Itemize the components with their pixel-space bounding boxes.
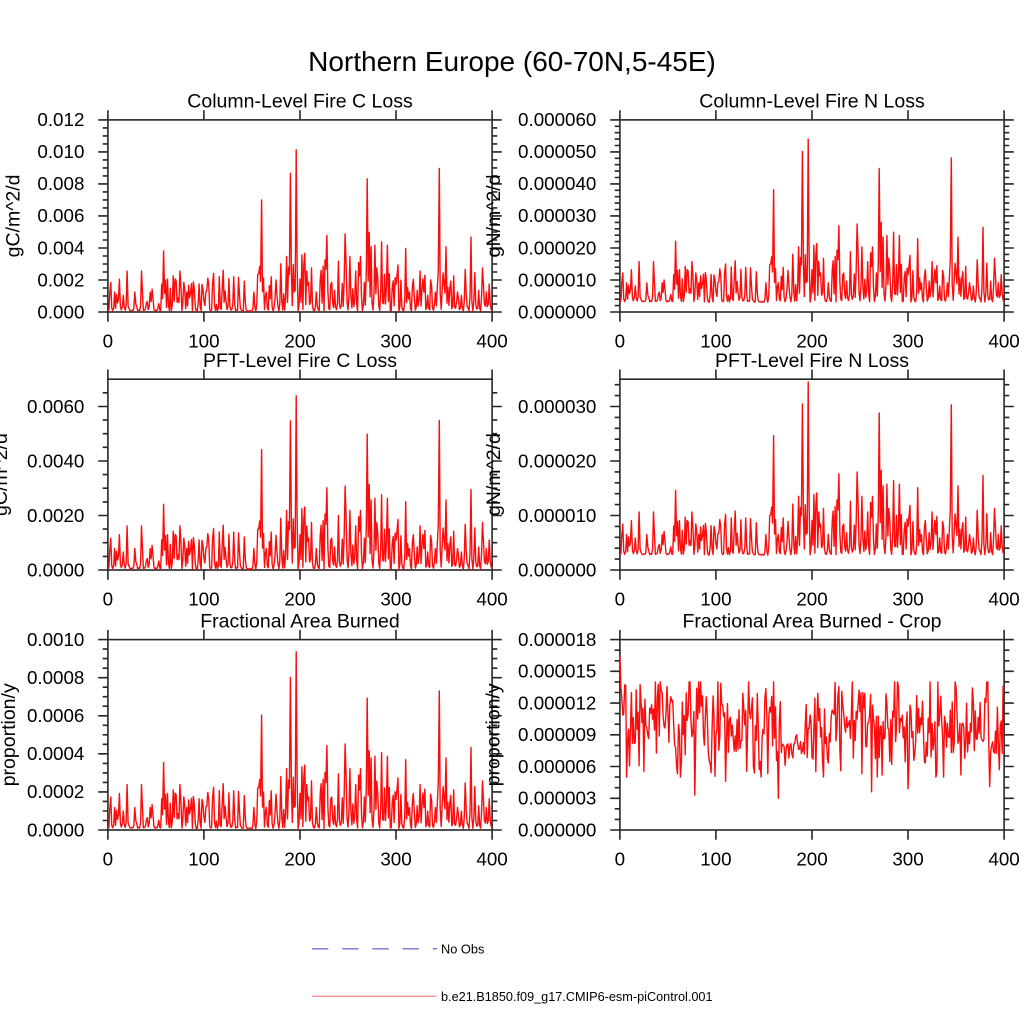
svg-text:0: 0 bbox=[615, 588, 625, 609]
svg-text:200: 200 bbox=[796, 330, 827, 351]
svg-text:100: 100 bbox=[700, 588, 731, 609]
svg-text:100: 100 bbox=[188, 848, 219, 869]
svg-text:100: 100 bbox=[188, 588, 219, 609]
svg-text:0.000006: 0.000006 bbox=[518, 756, 596, 777]
svg-text:0: 0 bbox=[103, 330, 113, 351]
svg-text:300: 300 bbox=[892, 848, 923, 869]
svg-text:b.e21.B1850.f09_g17.CMIP6-esm-: b.e21.B1850.f09_g17.CMIP6-esm-piControl.… bbox=[441, 990, 713, 1004]
svg-text:Column-Level Fire N Loss: Column-Level Fire N Loss bbox=[699, 91, 925, 113]
svg-text:0.000000: 0.000000 bbox=[518, 301, 596, 322]
svg-text:400: 400 bbox=[476, 330, 507, 351]
svg-text:0: 0 bbox=[103, 848, 113, 869]
svg-text:0.000010: 0.000010 bbox=[518, 505, 596, 526]
svg-text:Northern Europe (60-70N,5-45E): Northern Europe (60-70N,5-45E) bbox=[308, 46, 716, 77]
svg-text:100: 100 bbox=[700, 848, 731, 869]
svg-text:0.000012: 0.000012 bbox=[518, 692, 596, 713]
svg-text:400: 400 bbox=[476, 848, 507, 869]
svg-text:0.000020: 0.000020 bbox=[518, 450, 596, 471]
svg-text:0.0002: 0.0002 bbox=[27, 781, 84, 802]
svg-text:300: 300 bbox=[380, 848, 411, 869]
svg-text:Column-Level Fire C Loss: Column-Level Fire C Loss bbox=[187, 91, 413, 113]
svg-text:0.000020: 0.000020 bbox=[518, 237, 596, 258]
svg-text:gC/m^2/d: gC/m^2/d bbox=[0, 433, 12, 516]
svg-text:Fractional Area Burned: Fractional Area Burned bbox=[200, 610, 399, 632]
svg-text:0.000030: 0.000030 bbox=[518, 205, 596, 226]
svg-text:300: 300 bbox=[892, 588, 923, 609]
svg-text:0.000003: 0.000003 bbox=[518, 788, 596, 809]
svg-text:0.0060: 0.0060 bbox=[27, 396, 84, 417]
svg-text:0.0020: 0.0020 bbox=[27, 505, 84, 526]
svg-text:PFT-Level Fire C Loss: PFT-Level Fire C Loss bbox=[203, 350, 397, 372]
svg-text:400: 400 bbox=[988, 848, 1019, 869]
svg-text:0.000050: 0.000050 bbox=[518, 141, 596, 162]
svg-text:200: 200 bbox=[284, 330, 315, 351]
svg-text:0.0006: 0.0006 bbox=[27, 705, 84, 726]
svg-text:0.0000: 0.0000 bbox=[27, 559, 84, 580]
svg-text:0.002: 0.002 bbox=[37, 269, 84, 290]
svg-text:0.012: 0.012 bbox=[37, 109, 84, 130]
svg-text:0.000000: 0.000000 bbox=[518, 559, 596, 580]
svg-text:200: 200 bbox=[284, 588, 315, 609]
svg-text:0.0008: 0.0008 bbox=[27, 667, 84, 688]
svg-text:400: 400 bbox=[476, 588, 507, 609]
svg-text:0.000000: 0.000000 bbox=[518, 819, 596, 840]
svg-text:0.000018: 0.000018 bbox=[518, 629, 596, 650]
svg-text:0.000015: 0.000015 bbox=[518, 661, 596, 682]
svg-text:200: 200 bbox=[796, 848, 827, 869]
svg-text:0.000: 0.000 bbox=[37, 301, 84, 322]
svg-text:0: 0 bbox=[615, 330, 625, 351]
svg-text:0.008: 0.008 bbox=[37, 173, 84, 194]
svg-text:400: 400 bbox=[988, 588, 1019, 609]
svg-text:0.000040: 0.000040 bbox=[518, 173, 596, 194]
svg-text:0: 0 bbox=[103, 588, 113, 609]
svg-text:PFT-Level Fire N Loss: PFT-Level Fire N Loss bbox=[715, 350, 909, 372]
svg-text:300: 300 bbox=[380, 330, 411, 351]
svg-text:Fractional Area Burned - Crop: Fractional Area Burned - Crop bbox=[682, 610, 941, 632]
svg-text:0.0004: 0.0004 bbox=[27, 743, 84, 764]
svg-text:0.000010: 0.000010 bbox=[518, 269, 596, 290]
svg-text:gN/m^2/d: gN/m^2/d bbox=[483, 433, 505, 516]
svg-text:0.000009: 0.000009 bbox=[518, 724, 596, 745]
svg-text:0.006: 0.006 bbox=[37, 205, 84, 226]
svg-text:0.0000: 0.0000 bbox=[27, 819, 84, 840]
svg-text:0.004: 0.004 bbox=[37, 237, 84, 258]
svg-text:0.0010: 0.0010 bbox=[27, 629, 84, 650]
svg-text:300: 300 bbox=[892, 330, 923, 351]
svg-text:0.010: 0.010 bbox=[37, 141, 84, 162]
svg-text:0.000030: 0.000030 bbox=[518, 396, 596, 417]
svg-text:200: 200 bbox=[284, 848, 315, 869]
svg-text:0.0040: 0.0040 bbox=[27, 450, 84, 471]
svg-text:gC/m^2/d: gC/m^2/d bbox=[3, 174, 25, 257]
svg-text:200: 200 bbox=[796, 588, 827, 609]
svg-text:300: 300 bbox=[380, 588, 411, 609]
svg-text:proportion/y: proportion/y bbox=[0, 683, 20, 786]
svg-text:100: 100 bbox=[700, 330, 731, 351]
svg-text:gN/m^2/d: gN/m^2/d bbox=[483, 174, 505, 257]
svg-text:400: 400 bbox=[988, 330, 1019, 351]
svg-text:No Obs: No Obs bbox=[441, 942, 484, 957]
svg-text:100: 100 bbox=[188, 330, 219, 351]
svg-text:0.000060: 0.000060 bbox=[518, 109, 596, 130]
svg-text:proportion/y: proportion/y bbox=[483, 683, 505, 786]
svg-text:0: 0 bbox=[615, 848, 625, 869]
